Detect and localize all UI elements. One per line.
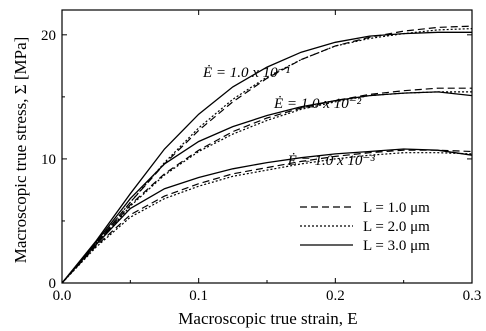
y-tick-label: 20: [41, 28, 56, 44]
rate-annotations: Ė = 1.0 x 10⁻¹ Ė = 1.0 x 10⁻² Ė = 1.0 x 10…: [202, 65, 375, 169]
series-line-8: [61, 152, 473, 284]
legend: L = 1.0 μm L = 2.0 μm L = 3.0 μm: [300, 200, 430, 254]
x-tick-label: 0.0: [53, 288, 72, 304]
rate-annotation-3: Ė = 1.0 x 10⁻³: [287, 153, 376, 169]
legend-label: L = 2.0 μm: [363, 219, 430, 235]
x-tick-label: 0.2: [326, 288, 345, 304]
series-line-6: [61, 91, 473, 284]
x-tick-label: 0.1: [189, 288, 208, 304]
plot-lines: [61, 25, 473, 284]
axis-ticks: [61, 10, 473, 284]
y-axis-title: Macroscopic true stress, Σ [MPa]: [11, 37, 30, 264]
rate-annotation-2: Ė = 1.0 x 10⁻²: [273, 96, 362, 112]
legend-label: L = 3.0 μm: [363, 238, 430, 254]
series-line-9: [61, 148, 473, 284]
rate-annotation-1: Ė = 1.0 x 10⁻¹: [202, 65, 291, 81]
tick-labels: 0.0 0.1 0.2 0.3 0 10 20: [41, 28, 481, 304]
series-line-3: [61, 31, 472, 284]
series-line-7: [61, 149, 473, 284]
y-tick-label: 10: [41, 152, 56, 168]
x-axis-title: Macroscopic true strain, E: [178, 309, 357, 328]
legend-label: L = 1.0 μm: [363, 200, 430, 216]
x-tick-label: 0.3: [463, 288, 482, 304]
y-tick-label: 0: [49, 276, 57, 292]
series-line-4: [61, 87, 472, 284]
series-line-5: [61, 91, 472, 284]
